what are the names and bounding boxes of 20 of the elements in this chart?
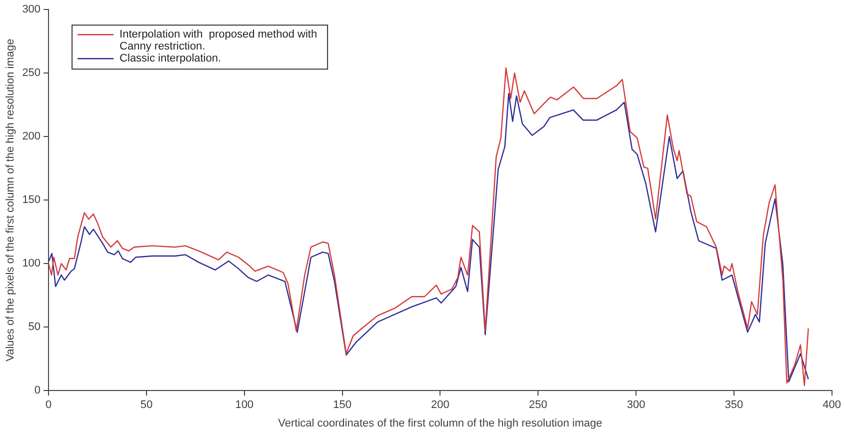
x-tick-label: 250	[528, 399, 548, 412]
y-tick-label: 50	[28, 321, 41, 334]
x-tick-label: 200	[431, 399, 450, 412]
x-tick-label: 100	[235, 399, 254, 412]
y-tick-label: 300	[22, 4, 41, 16]
y-tick-label: 250	[22, 67, 41, 80]
y-tick-label: 200	[22, 130, 41, 143]
legend-label: Classic interpolation.	[120, 52, 222, 65]
x-tick-label: 350	[724, 399, 744, 412]
x-tick-label: 0	[45, 399, 52, 412]
legend-label: Interpolation with proposed method with Canny restriction.	[120, 28, 318, 53]
x-tick-label: 300	[626, 399, 646, 412]
x-tick-label: 50	[140, 399, 153, 412]
y-tick-label: 150	[22, 194, 41, 206]
x-axis-title: Vertical coordinates of the first column of the high resolution image	[278, 417, 602, 430]
x-tick-label: 400	[822, 399, 842, 412]
x-tick-label: 150	[333, 399, 352, 412]
y-tick-label: 0	[34, 384, 41, 397]
y-tick-label: 100	[22, 258, 41, 270]
y-axis-title: Values of the pixels of the first column of the high resolution image	[4, 38, 17, 362]
